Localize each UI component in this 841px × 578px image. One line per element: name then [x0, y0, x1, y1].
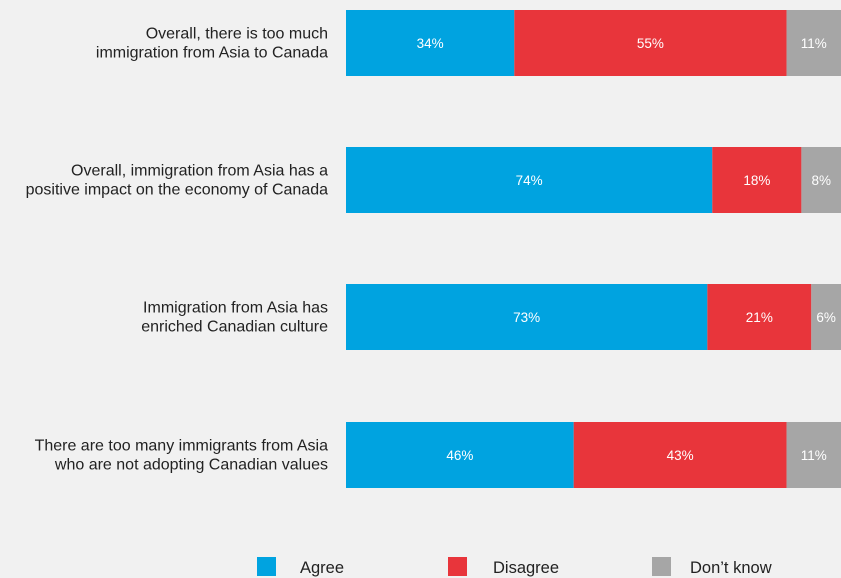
category-label: enriched Canadian culture: [141, 319, 328, 336]
legend-label-don-t-know: Don’t know: [690, 559, 772, 577]
data-label-don-t-know: 6%: [816, 310, 836, 325]
bar-segment-don-t-know: [811, 284, 841, 350]
legend-swatch-don-t-know: [652, 557, 671, 576]
data-label-disagree: 43%: [667, 448, 694, 463]
data-label-agree: 73%: [513, 310, 540, 325]
data-label-disagree: 18%: [743, 173, 770, 188]
category-label: immigration from Asia to Canada: [96, 45, 328, 62]
data-label-disagree: 55%: [637, 36, 664, 51]
data-label-agree: 46%: [446, 448, 473, 463]
legend-swatch-agree: [257, 557, 276, 576]
bar-label-group-1: Overall, there is too much immigration fr…: [96, 26, 328, 62]
bar-segment-disagree: [514, 10, 787, 76]
bar-segment-disagree: [707, 284, 812, 350]
bar-label-group-2: Overall, immigration from Asia has a posi…: [26, 163, 329, 199]
legend-label-disagree: Disagree: [493, 559, 559, 577]
bar-segment-don-t-know: [786, 422, 841, 488]
category-label: who are not adopting Canadian values: [54, 457, 328, 474]
legend-swatch-disagree: [448, 557, 467, 576]
bar-segment-agree: [346, 422, 574, 488]
bar-segment-disagree: [712, 147, 802, 213]
data-label-agree: 34%: [417, 36, 444, 51]
bar-segment-agree: [346, 284, 708, 350]
bar-label-group-4: There are too many immigrants from Asia w…: [35, 438, 329, 474]
bar-segment-agree: [346, 10, 515, 76]
data-label-agree: 74%: [516, 173, 543, 188]
data-label-disagree: 21%: [746, 310, 773, 325]
data-label-don-t-know: 11%: [801, 36, 827, 51]
bar-label-group-3: Immigration from Asia has enriched Canadi…: [141, 300, 328, 336]
category-label: Overall, immigration from Asia has a: [71, 163, 328, 180]
category-label: Immigration from Asia has: [143, 300, 328, 317]
data-label-don-t-know: 8%: [811, 173, 831, 188]
bar-segment-don-t-know: [786, 10, 841, 76]
bar-segment-disagree: [573, 422, 787, 488]
legend-label-agree: Agree: [300, 559, 344, 577]
category-label: positive impact on the economy of Canada: [26, 182, 329, 199]
bar-segment-agree: [346, 147, 713, 213]
category-label: There are too many immigrants from Asia: [35, 438, 329, 455]
category-label: Overall, there is too much: [146, 26, 328, 43]
data-label-don-t-know: 11%: [801, 448, 827, 463]
bar-segment-don-t-know: [801, 147, 841, 213]
